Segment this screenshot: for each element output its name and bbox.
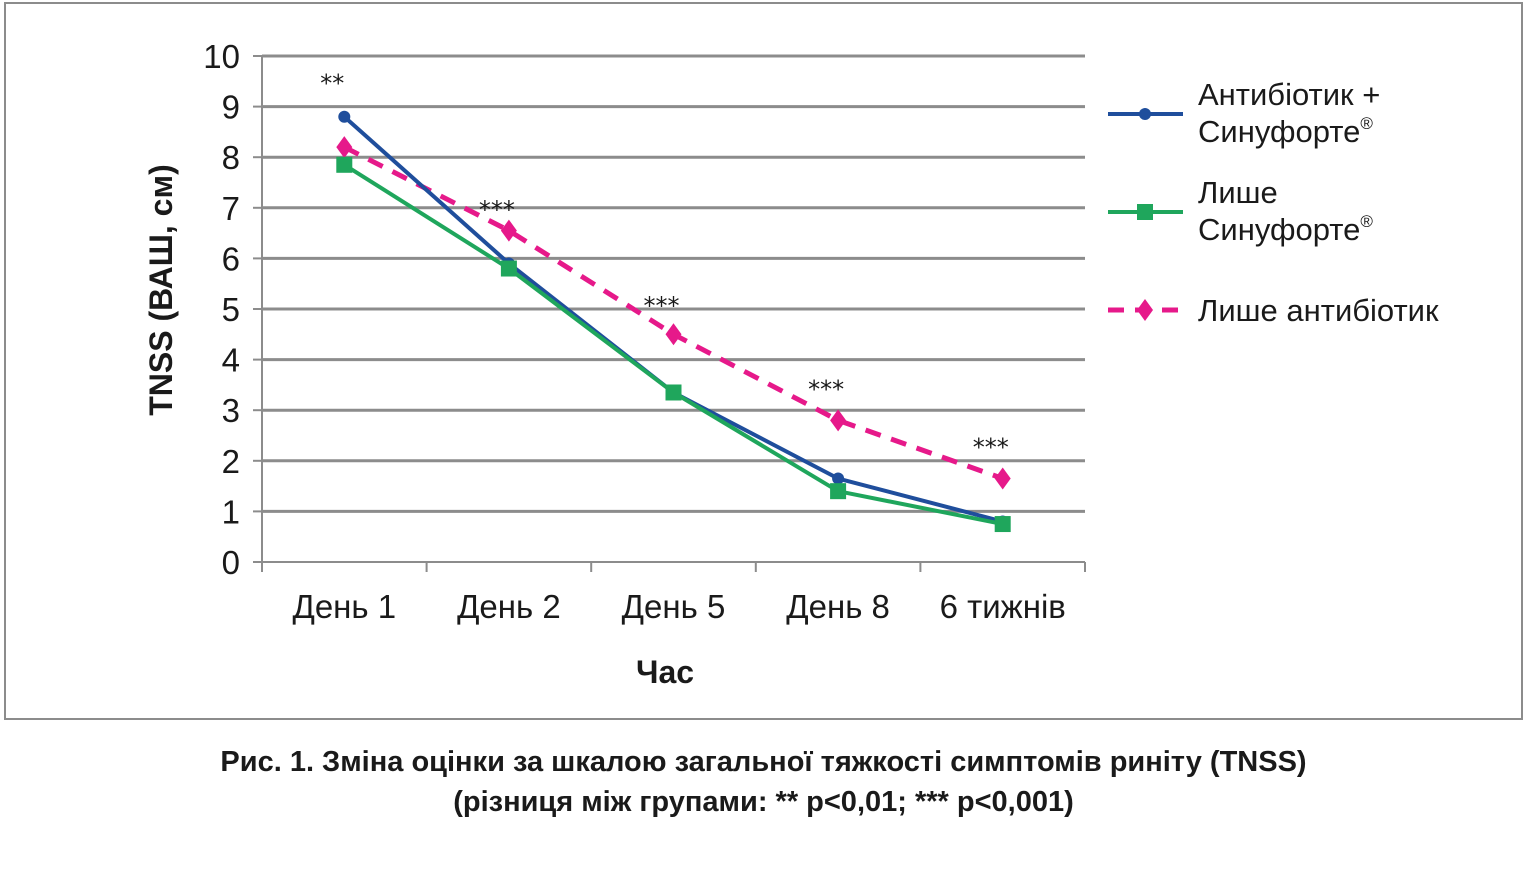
legend-marker-2	[1137, 204, 1153, 220]
y-tick-label-0: 0	[222, 544, 240, 581]
x-axis-title: Час	[636, 654, 694, 690]
figure-caption: Рис. 1. Зміна оцінки за шкалою загальної…	[0, 742, 1527, 822]
y-tick-label-9: 9	[222, 89, 240, 126]
series-2-point-3	[665, 384, 682, 401]
series-2-point-2	[500, 260, 517, 277]
significance-label-1: **	[320, 69, 344, 97]
series-1-point-4	[832, 472, 845, 485]
legend-label-1-1: Антибіотик +	[1198, 77, 1380, 112]
legend-marker-3	[1137, 299, 1153, 321]
series-2-point-4	[830, 483, 847, 500]
x-tick-label-4: День 8	[786, 588, 890, 625]
y-tick-label-2: 2	[222, 443, 240, 480]
y-tick-label-10: 10	[203, 38, 240, 75]
significance-label-3: ***	[644, 292, 680, 320]
y-axis-title: TNSS (ВАШ, см)	[143, 164, 179, 416]
series-3-point-3	[665, 323, 682, 346]
caption-line-2: (різниця між групами: ** p<0,01; *** p<0…	[453, 786, 1074, 818]
y-tick-label-5: 5	[222, 291, 240, 328]
series-3-point-5	[994, 467, 1011, 490]
legend-label-2-2: Синуфорте®	[1198, 212, 1373, 247]
y-tick-label-8: 8	[222, 139, 240, 176]
x-tick-label-5: 6 тижнів	[940, 588, 1066, 625]
y-tick-label-6: 6	[222, 240, 240, 277]
series-3-point-1	[336, 136, 353, 159]
significance-label-2: ***	[479, 196, 515, 224]
x-tick-label-2: День 2	[457, 588, 561, 625]
legend-label-1-2: Синуфорте®	[1198, 114, 1373, 149]
caption-line-1: Рис. 1. Зміна оцінки за шкалою загальної…	[220, 746, 1307, 778]
series-3-point-4	[830, 409, 847, 432]
significance-label-5: ***	[973, 434, 1009, 462]
y-tick-label-7: 7	[222, 190, 240, 227]
x-tick-label-1: День 1	[292, 588, 396, 625]
legend-label-2-1: Лише	[1198, 175, 1278, 210]
y-tick-label-4: 4	[222, 342, 240, 379]
y-tick-label-3: 3	[222, 392, 240, 429]
series-1-point-1	[338, 110, 351, 123]
series-2-point-1	[336, 156, 353, 173]
x-tick-label-3: День 5	[622, 588, 726, 625]
legend-marker-1	[1139, 108, 1151, 120]
series-2-point-5	[994, 516, 1011, 533]
significance-label-4: ***	[808, 375, 844, 403]
series-3-point-2	[500, 219, 517, 242]
y-tick-label-1: 1	[222, 493, 240, 530]
legend-label-3-1: Лише антибіотик	[1198, 293, 1439, 328]
